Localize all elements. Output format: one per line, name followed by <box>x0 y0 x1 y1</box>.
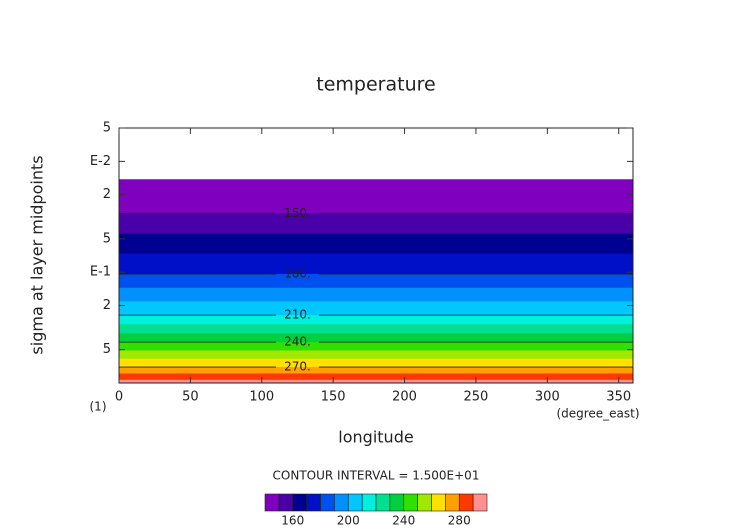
x-tick-label: 150 <box>321 390 346 405</box>
contour-band <box>119 350 633 360</box>
plot-frame <box>118 127 634 384</box>
x-tick-label: 300 <box>535 390 560 405</box>
y-tick-label: E-1 <box>90 265 111 280</box>
colorbar-box <box>445 493 460 512</box>
contour-band <box>119 301 633 316</box>
contour-band <box>119 333 633 343</box>
colorbar-box <box>403 493 418 512</box>
colorbar-box <box>292 493 307 512</box>
y-tick-label: E-2 <box>90 154 111 169</box>
colorbar-label: 280 <box>448 514 471 528</box>
x-tick-label: 200 <box>392 390 417 405</box>
x-tick-label: 350 <box>606 390 631 405</box>
colorbar-label: 240 <box>392 514 415 528</box>
colorbar-box <box>431 493 446 512</box>
colorbar-box <box>472 493 488 512</box>
colorbar-box <box>361 493 377 512</box>
contour-band <box>119 179 633 214</box>
contour-band <box>119 287 633 302</box>
colorbar-label: 160 <box>281 514 304 528</box>
x-tick-label: 250 <box>464 390 489 405</box>
contour-band <box>119 342 633 351</box>
y-axis-label: sigma at layer midpoints <box>28 155 47 354</box>
x-axis-label: longitude <box>338 428 413 447</box>
colorbar-box <box>306 493 321 512</box>
colorbar-box <box>264 493 280 512</box>
contour-label: 210. <box>284 308 311 322</box>
contour-label: 150. <box>284 206 311 220</box>
colorbar-box <box>278 493 294 512</box>
contour-label: 270. <box>284 360 311 374</box>
colorbar-box <box>389 493 405 512</box>
contour-band <box>119 315 633 325</box>
x-unit: (degree_east) <box>556 407 639 421</box>
y-unit: (1) <box>90 400 107 414</box>
contour-note: CONTOUR INTERVAL = 1.500E+01 <box>273 469 480 483</box>
y-tick-label: 5 <box>103 342 111 357</box>
y-tick-label: 2 <box>103 187 111 202</box>
contour-label: 240. <box>284 335 311 349</box>
colorbar-box <box>417 493 432 512</box>
contour-band <box>119 253 633 275</box>
colorbar-box <box>334 493 349 512</box>
contour-band <box>119 379 633 384</box>
contour-band <box>119 213 633 235</box>
x-tick-label: 100 <box>249 390 274 405</box>
contour-band <box>119 233 633 255</box>
contour-label: 180. <box>284 267 311 281</box>
x-tick-label: 50 <box>182 390 199 405</box>
contour-band <box>119 373 633 381</box>
contour-band <box>119 324 633 334</box>
contour-band <box>119 358 633 368</box>
colorbar-box <box>375 493 391 512</box>
y-tick-label: 5 <box>103 231 111 246</box>
y-tick-label: 2 <box>103 298 111 313</box>
colorbar-box <box>347 493 363 512</box>
colorbar-box <box>320 493 335 512</box>
contour-band <box>119 274 633 289</box>
x-tick-label: 0 <box>115 390 123 405</box>
contour-band <box>119 367 633 374</box>
chart-title: temperature <box>316 74 435 96</box>
colorbar-label: 200 <box>337 514 360 528</box>
y-tick-label: 5 <box>103 121 111 136</box>
colorbar-box <box>458 493 474 512</box>
